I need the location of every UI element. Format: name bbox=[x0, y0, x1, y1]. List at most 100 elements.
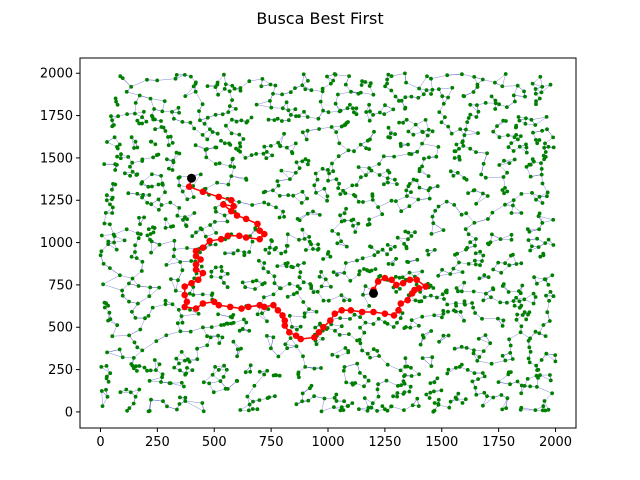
graph-node bbox=[308, 386, 312, 391]
graph-node bbox=[287, 282, 292, 286]
graph-node bbox=[285, 232, 290, 237]
graph-node bbox=[459, 362, 464, 367]
graph-node bbox=[459, 289, 464, 294]
graph-node bbox=[420, 314, 425, 319]
graph-node bbox=[398, 286, 402, 291]
graph-node bbox=[413, 230, 417, 235]
graph-node bbox=[404, 117, 409, 122]
graph-node bbox=[377, 162, 381, 166]
graph-node bbox=[159, 380, 163, 384]
graph-node bbox=[524, 145, 529, 150]
graph-node bbox=[283, 249, 288, 254]
graph-node bbox=[180, 320, 185, 325]
graph-node bbox=[261, 266, 266, 271]
graph-node bbox=[416, 404, 421, 408]
graph-node bbox=[162, 99, 167, 103]
graph-node bbox=[105, 193, 109, 198]
graph-node bbox=[339, 239, 343, 244]
graph-node bbox=[222, 141, 227, 146]
graph-node bbox=[302, 237, 307, 241]
graph-node bbox=[383, 103, 387, 108]
graph-node bbox=[393, 274, 398, 279]
graph-node bbox=[99, 249, 104, 254]
graph-node bbox=[367, 147, 371, 152]
graph-node bbox=[285, 346, 290, 351]
graph-node bbox=[346, 349, 351, 353]
graph-node bbox=[188, 307, 192, 312]
y-tick-label: 1500 bbox=[40, 151, 73, 166]
graph-node bbox=[509, 232, 514, 237]
graph-node bbox=[496, 380, 501, 384]
graph-node bbox=[441, 333, 446, 338]
graph-node bbox=[471, 90, 476, 94]
graph-node bbox=[415, 257, 420, 262]
search-path-point bbox=[286, 329, 293, 336]
graph-node bbox=[155, 78, 160, 83]
graph-node bbox=[320, 336, 325, 341]
graph-node bbox=[363, 80, 368, 84]
graph-node bbox=[439, 388, 444, 393]
graph-node bbox=[400, 275, 405, 280]
graph-node bbox=[248, 369, 253, 374]
y-tick-label: 500 bbox=[48, 321, 73, 336]
graph-node bbox=[339, 293, 344, 298]
graph-node bbox=[430, 129, 435, 134]
graph-node bbox=[325, 74, 329, 79]
graph-node bbox=[316, 246, 321, 251]
graph-node bbox=[551, 145, 556, 150]
search-path-point bbox=[274, 307, 282, 314]
graph-node bbox=[349, 89, 353, 94]
graph-node bbox=[235, 347, 240, 352]
graph-node bbox=[101, 282, 105, 287]
graph-node bbox=[140, 259, 145, 264]
graph-node bbox=[209, 274, 214, 279]
graph-node bbox=[231, 339, 236, 344]
graph-node bbox=[331, 78, 336, 83]
graph-node bbox=[255, 312, 260, 317]
graph-node bbox=[276, 140, 281, 145]
graph-node bbox=[466, 116, 471, 120]
graph-node bbox=[312, 394, 316, 399]
graph-node bbox=[544, 351, 549, 356]
chart-title: Busca Best First bbox=[256, 9, 383, 28]
y-tick-label: 2000 bbox=[40, 67, 73, 82]
search-path-point bbox=[233, 212, 241, 219]
graph-node bbox=[522, 384, 527, 388]
graph-node bbox=[111, 182, 115, 186]
graph-node bbox=[233, 107, 238, 111]
graph-node bbox=[441, 308, 446, 313]
graph-node bbox=[288, 336, 293, 340]
graph-node bbox=[485, 194, 490, 198]
graph-node bbox=[380, 404, 385, 408]
graph-node bbox=[523, 94, 527, 99]
search-path-point bbox=[395, 307, 402, 314]
graph-node bbox=[393, 132, 397, 137]
graph-node bbox=[397, 99, 401, 103]
graph-node bbox=[352, 312, 357, 317]
graph-node bbox=[507, 263, 512, 268]
graph-node bbox=[413, 122, 418, 127]
search-path-point bbox=[236, 232, 243, 240]
graph-node bbox=[273, 394, 277, 399]
graph-node bbox=[288, 90, 293, 95]
graph-node bbox=[418, 342, 423, 347]
graph-node bbox=[285, 145, 289, 150]
graph-node bbox=[106, 379, 111, 384]
graph-node bbox=[115, 323, 120, 327]
graph-node bbox=[118, 156, 123, 161]
graph-node bbox=[255, 407, 260, 412]
graph-node bbox=[463, 397, 468, 402]
graph-node bbox=[234, 378, 239, 383]
graph-node bbox=[294, 402, 299, 407]
graph-node bbox=[480, 259, 484, 263]
search-path-point bbox=[230, 202, 237, 210]
graph-node bbox=[429, 329, 434, 333]
graph-node bbox=[543, 241, 548, 246]
graph-node bbox=[474, 392, 479, 397]
graph-node bbox=[503, 261, 507, 266]
graph-node bbox=[515, 379, 520, 384]
graph-node bbox=[358, 371, 362, 375]
graph-node bbox=[537, 194, 542, 199]
graph-node bbox=[389, 74, 394, 78]
graph-node bbox=[517, 305, 522, 310]
